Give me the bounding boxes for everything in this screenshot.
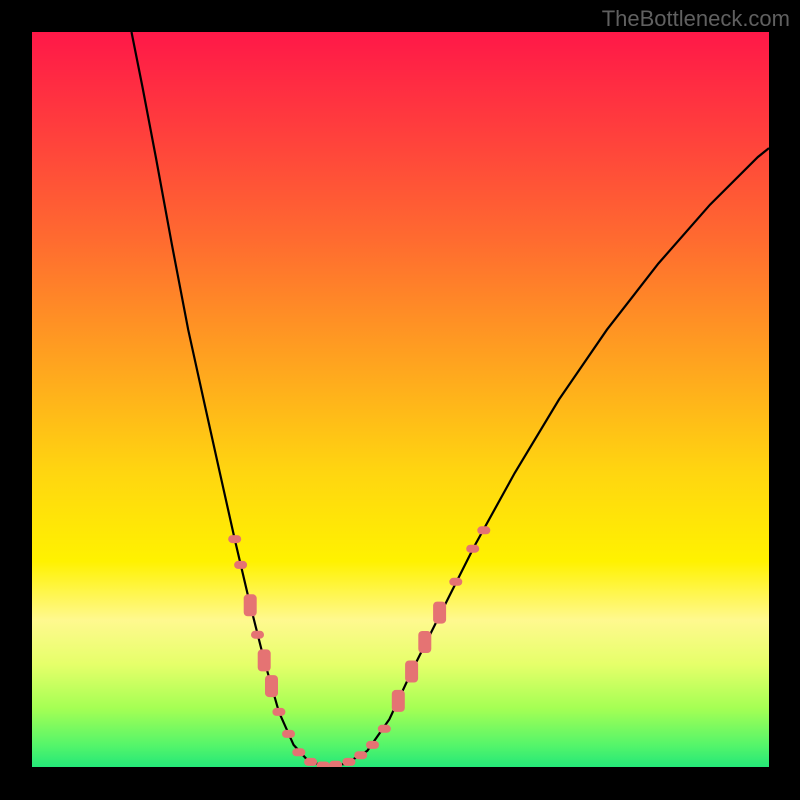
curve-marker bbox=[282, 730, 295, 738]
curve-marker bbox=[234, 561, 247, 569]
plot-area bbox=[32, 32, 769, 767]
marker-group bbox=[228, 526, 490, 767]
curve-marker bbox=[449, 578, 462, 586]
curve-marker bbox=[304, 758, 317, 766]
curve-marker bbox=[258, 649, 271, 671]
curve-marker bbox=[292, 748, 305, 756]
curve-marker bbox=[354, 751, 367, 759]
curve-marker bbox=[433, 602, 446, 624]
curve-marker bbox=[366, 741, 379, 749]
curve-marker bbox=[228, 535, 241, 543]
curve-marker bbox=[392, 690, 405, 712]
watermark-text: TheBottleneck.com bbox=[602, 6, 790, 32]
curve-marker bbox=[272, 708, 285, 716]
curve-marker bbox=[418, 631, 431, 653]
chart-svg bbox=[32, 32, 769, 767]
curve-marker bbox=[251, 631, 264, 639]
curve-marker bbox=[466, 545, 479, 553]
curve-marker bbox=[317, 762, 330, 768]
curve-marker bbox=[329, 761, 342, 767]
curve-marker bbox=[265, 675, 278, 697]
curve-marker bbox=[342, 758, 355, 766]
bottleneck-curve bbox=[132, 32, 770, 766]
curve-marker bbox=[477, 526, 490, 534]
curve-marker bbox=[244, 594, 257, 616]
curve-marker bbox=[405, 661, 418, 683]
curve-marker bbox=[378, 725, 391, 733]
